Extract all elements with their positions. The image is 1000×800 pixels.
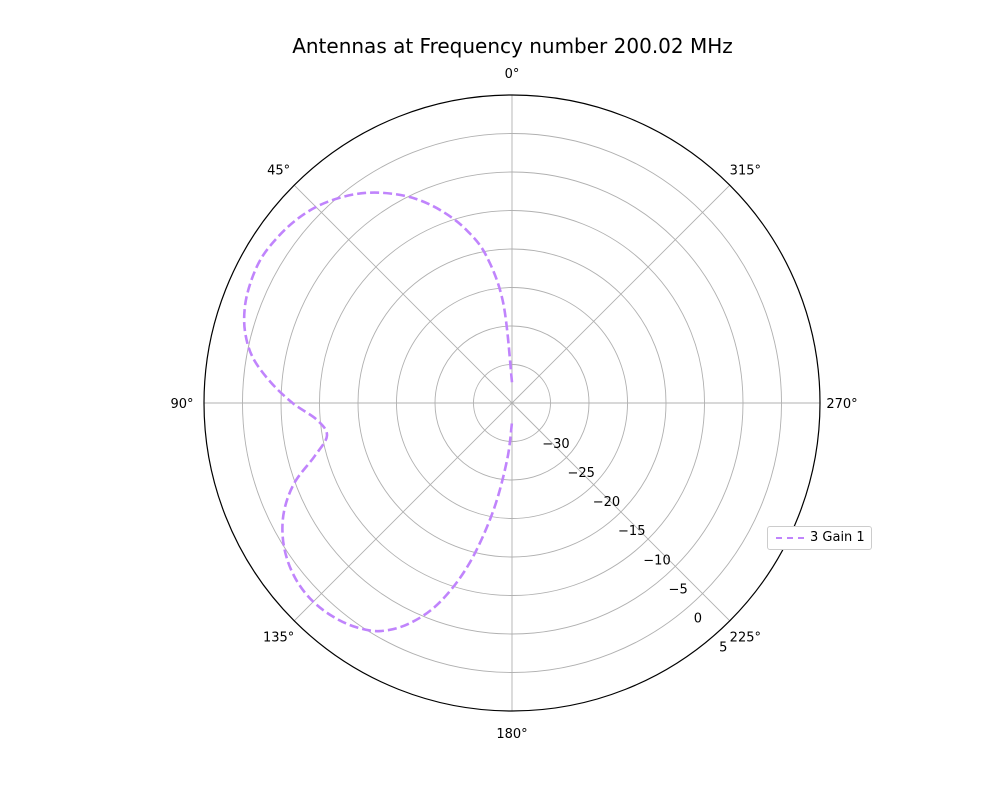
angular-gridline — [293, 402, 513, 622]
angular-gridline — [293, 184, 513, 404]
r-tick-label: −20 — [593, 495, 620, 510]
series-line-gain — [242, 191, 514, 633]
theta-tick-label: 45° — [267, 164, 290, 179]
grid-layer — [203, 94, 821, 712]
theta-tick-label: 0° — [505, 67, 520, 82]
r-tick-label: −10 — [643, 553, 670, 568]
r-tick-label: −30 — [542, 437, 569, 452]
theta-tick-label: 180° — [496, 727, 527, 742]
label-layer: 0° 45° 90° 135° 180° 225° 270° 315° −30 −25 −20 −15… — [170, 67, 857, 742]
polar-frame — [203, 94, 821, 712]
theta-tick-label: 270° — [826, 397, 857, 412]
r-tick-label: −5 — [669, 582, 688, 597]
legend-line-swatch — [776, 537, 804, 539]
r-tick-label: −25 — [568, 466, 595, 481]
series-layer — [242, 191, 514, 633]
legend-label: 3 Gain 1 — [810, 530, 865, 545]
r-tick-label: −15 — [618, 524, 645, 539]
r-tick-label: 0 — [694, 611, 702, 626]
theta-tick-label: 90° — [170, 397, 193, 412]
theta-tick-label: 315° — [730, 164, 761, 179]
chart-title: Antennas at Frequency number 200.02 MHz — [292, 34, 733, 58]
legend: 3 Gain 1 — [767, 526, 872, 550]
angular-gridline — [511, 402, 731, 622]
angular-gridline — [511, 184, 731, 404]
theta-tick-label: 135° — [263, 630, 294, 645]
r-tick-label: 5 — [719, 640, 727, 655]
theta-tick-label: 225° — [730, 630, 761, 645]
